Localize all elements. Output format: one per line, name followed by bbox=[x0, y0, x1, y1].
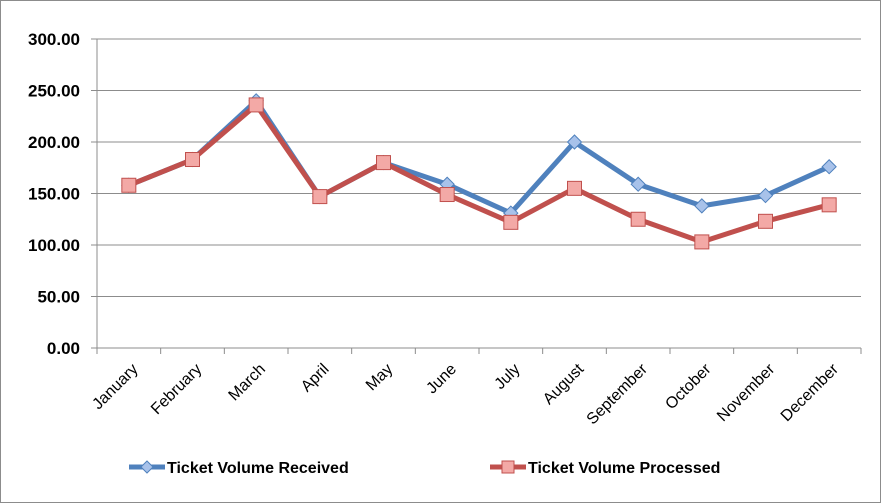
x-tick-label: February bbox=[148, 361, 205, 418]
data-point bbox=[758, 213, 773, 229]
y-tick-label: 0.00 bbox=[47, 339, 80, 358]
data-point bbox=[630, 176, 646, 192]
legend-label: Ticket Volume Processed bbox=[528, 460, 720, 477]
data-point bbox=[185, 152, 200, 168]
data-point bbox=[501, 460, 515, 474]
legend-item: Ticket Volume Processed bbox=[490, 460, 720, 477]
grid-layer bbox=[97, 38, 861, 349]
y-tick-label: 50.00 bbox=[37, 288, 80, 307]
data-point bbox=[140, 460, 154, 474]
data-point bbox=[121, 177, 137, 193]
data-point bbox=[439, 187, 455, 203]
x-tick-label: June bbox=[423, 361, 460, 398]
data-point bbox=[376, 155, 391, 171]
data-point bbox=[566, 134, 583, 150]
x-tick-label: March bbox=[226, 361, 269, 404]
y-tick-label: 300.00 bbox=[28, 30, 80, 49]
x-tick-label: August bbox=[540, 360, 588, 408]
x-tick-label: April bbox=[298, 361, 333, 396]
y-tick-label: 100.00 bbox=[28, 236, 80, 255]
data-point bbox=[630, 211, 646, 227]
x-tick-label: December bbox=[778, 360, 843, 425]
data-point bbox=[821, 197, 837, 213]
series-line bbox=[127, 102, 830, 245]
x-tick-label: November bbox=[714, 360, 779, 425]
data-point bbox=[248, 97, 264, 113]
legend-label: Ticket Volume Received bbox=[167, 460, 349, 477]
data-point bbox=[567, 180, 582, 196]
y-tick-label: 200.00 bbox=[28, 133, 80, 152]
x-tick-label: October bbox=[662, 360, 715, 413]
legend: Ticket Volume Received Ticket Volume Proc… bbox=[129, 460, 720, 477]
legend-item: Ticket Volume Received bbox=[129, 460, 349, 477]
series-processed bbox=[121, 97, 837, 250]
series-line bbox=[127, 98, 831, 216]
series-received bbox=[121, 93, 837, 221]
x-tick-label: January bbox=[89, 361, 141, 413]
y-tick-label: 250.00 bbox=[28, 82, 80, 101]
series-layer bbox=[121, 93, 837, 250]
data-point bbox=[821, 159, 837, 175]
x-tick-label: September bbox=[584, 360, 652, 428]
data-point bbox=[503, 214, 519, 230]
y-tick-label: 150.00 bbox=[28, 185, 80, 204]
data-point bbox=[757, 187, 774, 204]
x-tick-label: May bbox=[363, 361, 396, 394]
x-tick-label: July bbox=[492, 361, 524, 393]
data-point bbox=[312, 189, 328, 205]
data-point bbox=[694, 234, 710, 250]
data-point bbox=[694, 198, 710, 214]
